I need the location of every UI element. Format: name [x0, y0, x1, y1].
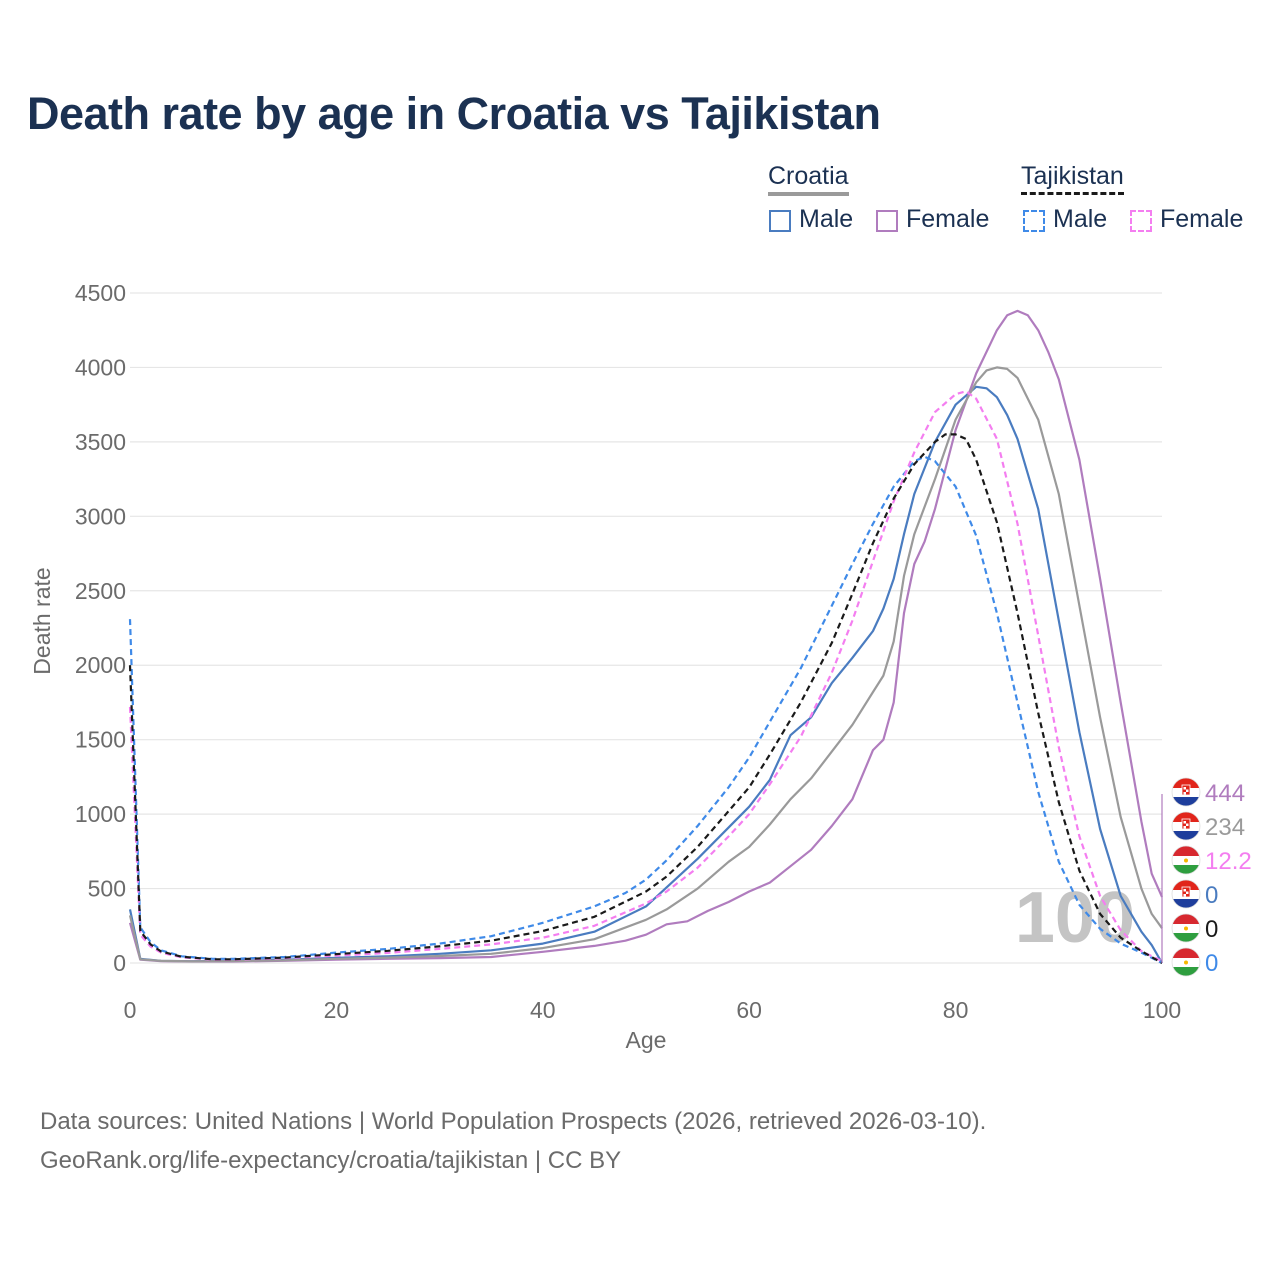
- chart-title: Death rate by age in Croatia vs Tajikist…: [27, 88, 881, 139]
- end-label-value: 0: [1205, 950, 1218, 977]
- y-tick-label: 0: [113, 950, 126, 976]
- series-lines: [128, 309, 1164, 964]
- end-label-value: 12.2: [1205, 848, 1252, 875]
- y-axis-title: Death rate: [29, 567, 55, 674]
- legend-label-tajikistan-female: Female: [1160, 205, 1244, 233]
- x-tick-label: 80: [943, 997, 969, 1023]
- y-tick-label: 3500: [75, 429, 126, 455]
- x-tick-label: 20: [324, 997, 350, 1023]
- flag-icon-croatia: [1171, 777, 1201, 807]
- legend-tajikistan-header: Tajikistan: [1021, 162, 1124, 195]
- legend-croatia-label: Croatia: [768, 162, 849, 190]
- x-axis-title: Age: [626, 1027, 667, 1053]
- series-line-croatia-total[interactable]: [128, 366, 1163, 963]
- flag-icon-croatia: [1171, 811, 1201, 841]
- flag-icon-croatia: [1171, 879, 1201, 909]
- series-line-croatia-female[interactable]: [128, 309, 1164, 963]
- end-label-value: 0: [1205, 882, 1218, 909]
- flag-icon-tajikistan: [1171, 845, 1201, 875]
- legend-label-croatia-male: Male: [799, 205, 854, 233]
- y-tick-label: 2000: [75, 652, 126, 678]
- legend-swatch-croatia-female: [876, 210, 898, 232]
- y-tick-label: 4500: [75, 280, 126, 306]
- flag-icon-tajikistan: [1171, 913, 1201, 943]
- series-line-croatia-male[interactable]: [128, 385, 1163, 964]
- legend-label-croatia-female: Female: [906, 205, 990, 233]
- legend-swatch-croatia-male: [769, 210, 791, 232]
- y-tick-label: 4000: [75, 354, 126, 380]
- end-label-value: 0: [1205, 916, 1218, 943]
- end-labels: 444 234 12.2 0 0 0: [1161, 777, 1252, 977]
- y-tick-label: 1500: [75, 727, 126, 753]
- x-tick-label: 60: [736, 997, 762, 1023]
- x-tick-label: 40: [530, 997, 556, 1023]
- y-axis-ticks: 0 500 1000 1500 2000 2500 3000 3500 4000 4500: [75, 280, 126, 976]
- legend-swatch-tajikistan-male: [1023, 210, 1045, 232]
- grid-lines: [130, 292, 1162, 964]
- age-watermark: 100: [1015, 878, 1135, 958]
- legend-croatia-line: [768, 192, 849, 196]
- legend-label-tajikistan-male: Male: [1053, 205, 1108, 233]
- legend-tajikistan-line: [1021, 192, 1124, 195]
- series-line-tajikistan-male[interactable]: [128, 455, 1163, 964]
- legend-swatch-tajikistan-female: [1130, 210, 1152, 232]
- series-line-tajikistan-total[interactable]: [128, 433, 1163, 964]
- x-tick-label: 0: [124, 997, 137, 1023]
- end-label-value: 444: [1205, 780, 1245, 807]
- x-tick-label: 100: [1143, 997, 1181, 1023]
- footer-sources: Data sources: United Nations | World Pop…: [40, 1108, 987, 1135]
- end-label-value: 234: [1205, 814, 1245, 841]
- y-tick-label: 2500: [75, 578, 126, 604]
- legend-croatia-header: Croatia: [768, 162, 849, 196]
- y-tick-label: 1000: [75, 801, 126, 827]
- flag-icon-tajikistan: [1171, 947, 1201, 977]
- y-tick-label: 500: [88, 876, 126, 902]
- y-tick-label: 3000: [75, 503, 126, 529]
- series-line-tajikistan-female[interactable]: [128, 390, 1163, 963]
- footer-url[interactable]: GeoRank.org/life-expectancy/croatia/taji…: [40, 1147, 622, 1174]
- legend-tajikistan-label: Tajikistan: [1021, 162, 1124, 190]
- x-axis-ticks: 0 20 40 60 80 100: [124, 997, 1182, 1023]
